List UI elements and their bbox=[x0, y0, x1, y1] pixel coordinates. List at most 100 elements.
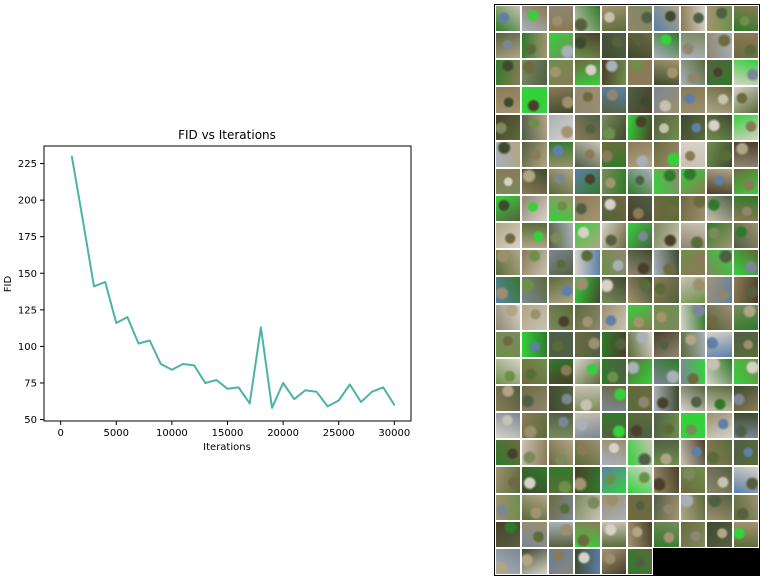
sample-tile bbox=[733, 304, 758, 330]
sample-tile bbox=[575, 141, 600, 167]
data-point bbox=[304, 389, 307, 392]
sample-tile bbox=[601, 548, 626, 574]
sample-tile bbox=[575, 168, 600, 194]
sample-tile bbox=[496, 87, 521, 113]
data-point bbox=[159, 363, 162, 365]
data-point bbox=[148, 339, 151, 342]
sample-tile bbox=[680, 494, 706, 520]
sample-tile bbox=[733, 114, 758, 140]
sample-tile bbox=[654, 141, 679, 167]
sample-tile bbox=[601, 304, 626, 330]
sample-tile bbox=[522, 223, 547, 249]
sample-tile bbox=[680, 413, 706, 439]
sample-tile bbox=[680, 168, 706, 194]
sample-tile bbox=[548, 223, 574, 249]
sample-tile bbox=[496, 223, 521, 249]
sample-tile bbox=[680, 114, 706, 140]
data-point bbox=[337, 399, 340, 402]
sample-tile bbox=[628, 413, 653, 439]
sample-tile bbox=[707, 168, 732, 194]
sample-tile bbox=[548, 168, 574, 194]
sample-tile bbox=[522, 358, 547, 384]
sample-tile bbox=[654, 168, 679, 194]
data-point bbox=[204, 382, 207, 384]
y-tick-label: 125 bbox=[18, 305, 37, 316]
sample-tile bbox=[496, 168, 521, 194]
x-tick-label: 20000 bbox=[267, 428, 299, 439]
sample-tile bbox=[707, 223, 732, 249]
sample-tile bbox=[707, 440, 732, 466]
data-point bbox=[360, 401, 362, 403]
sample-tile bbox=[654, 250, 679, 276]
chart-title: FID vs Iterations bbox=[178, 128, 276, 142]
sample-tile bbox=[548, 494, 574, 520]
sample-tile bbox=[522, 494, 547, 520]
sample-tile bbox=[575, 277, 600, 303]
sample-tile bbox=[496, 331, 521, 357]
sample-tile bbox=[654, 196, 679, 222]
sample-tile bbox=[680, 223, 706, 249]
sample-tile bbox=[575, 358, 600, 384]
sample-tile bbox=[733, 358, 758, 384]
sample-tile bbox=[575, 521, 600, 547]
sample-tile bbox=[707, 331, 732, 357]
sample-tile bbox=[548, 386, 574, 412]
sample-tile bbox=[680, 196, 706, 222]
sample-tile bbox=[496, 196, 521, 222]
sample-tile bbox=[575, 60, 600, 86]
x-axis-ticks: 0 5000 10000 15000 20000 25000 30000 bbox=[57, 421, 410, 439]
sample-tile bbox=[707, 114, 732, 140]
sample-tile bbox=[733, 223, 758, 249]
sample-tile bbox=[628, 196, 653, 222]
sample-tile bbox=[680, 33, 706, 59]
sample-tile bbox=[628, 304, 653, 330]
sample-tile bbox=[707, 277, 732, 303]
sample-tile bbox=[522, 440, 547, 466]
sample-tile bbox=[522, 141, 547, 167]
sample-tile bbox=[733, 386, 758, 412]
y-tick-label: 150 bbox=[18, 269, 37, 280]
sample-tile bbox=[522, 331, 547, 357]
sample-tile bbox=[601, 358, 626, 384]
sample-tile bbox=[496, 440, 521, 466]
sample-tile bbox=[496, 6, 521, 32]
sample-tile bbox=[628, 494, 653, 520]
sample-tile bbox=[522, 250, 547, 276]
data-point bbox=[315, 390, 318, 393]
sample-tile bbox=[654, 6, 679, 32]
sample-tile bbox=[575, 250, 600, 276]
series-group bbox=[70, 155, 396, 409]
sample-tile bbox=[575, 223, 600, 249]
sample-tile bbox=[733, 413, 758, 439]
sample-tile bbox=[680, 6, 706, 32]
sample-tile bbox=[733, 141, 758, 167]
sample-tile bbox=[548, 358, 574, 384]
x-tick-label: 25000 bbox=[323, 428, 355, 439]
sample-tile bbox=[654, 223, 679, 249]
sample-tile bbox=[522, 87, 547, 113]
sample-tile bbox=[733, 277, 758, 303]
sample-tile bbox=[522, 168, 547, 194]
sample-tile bbox=[601, 60, 626, 86]
sample-tile bbox=[628, 358, 653, 384]
sample-tile bbox=[680, 250, 706, 276]
y-tick-label: 175 bbox=[18, 232, 37, 243]
sample-tile bbox=[601, 87, 626, 113]
y-tick-label: 50 bbox=[24, 415, 37, 426]
data-point bbox=[193, 364, 195, 367]
sample-tile bbox=[522, 60, 547, 86]
sample-tile bbox=[522, 6, 547, 32]
sample-tile bbox=[707, 250, 732, 276]
sample-tile bbox=[575, 6, 600, 32]
sample-tile bbox=[654, 331, 679, 357]
sample-tile bbox=[707, 467, 732, 493]
sample-tile bbox=[707, 494, 732, 520]
sample-tile bbox=[496, 358, 521, 384]
sample-tile bbox=[496, 467, 521, 493]
sample-tile bbox=[601, 223, 626, 249]
sample-tile bbox=[654, 358, 679, 384]
sample-tile bbox=[654, 33, 679, 59]
sample-tile bbox=[680, 358, 706, 384]
sample-tile bbox=[601, 141, 626, 167]
sample-tile bbox=[522, 277, 547, 303]
